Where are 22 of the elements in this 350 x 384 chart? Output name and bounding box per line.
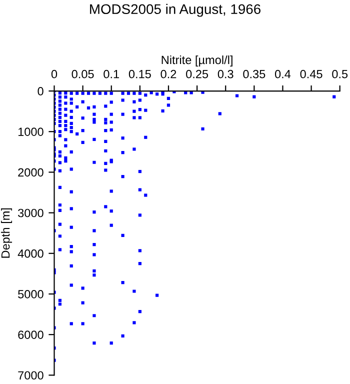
- chart-title: MODS2005 in August, 1966: [90, 4, 260, 17]
- x-axis-title: Nitrite [µmol/l]: [162, 55, 232, 66]
- y-axis-title: Depth [m]: [1, 208, 12, 258]
- y-tick-label: 4000: [18, 249, 44, 258]
- y-tick-label: 2000: [18, 168, 44, 177]
- x-tick-label: 0.15: [128, 70, 151, 78]
- x-tick-label: 0.4: [274, 70, 291, 78]
- x-tick-label: 0.3: [218, 70, 234, 78]
- y-tick-label: 6000: [18, 330, 44, 339]
- y-tick-label: 3000: [18, 208, 44, 218]
- x-tick-label: 0: [51, 70, 58, 78]
- y-tick-label: 7000: [18, 371, 44, 380]
- x-tick-label: 0.35: [243, 70, 266, 78]
- y-tick-label: 0: [38, 87, 44, 96]
- y-tick-label: 1000: [18, 128, 44, 136]
- x-tick-label: 0.2: [160, 70, 176, 78]
- y-tick-label: 5000: [18, 290, 44, 298]
- x-tick-label: 0.5: [332, 70, 348, 78]
- x-tick-label: 0.05: [72, 70, 94, 78]
- x-tick-label: 0.45: [300, 70, 322, 78]
- x-tick-label: 0.25: [186, 70, 208, 78]
- x-tick-label: 0.1: [104, 70, 119, 78]
